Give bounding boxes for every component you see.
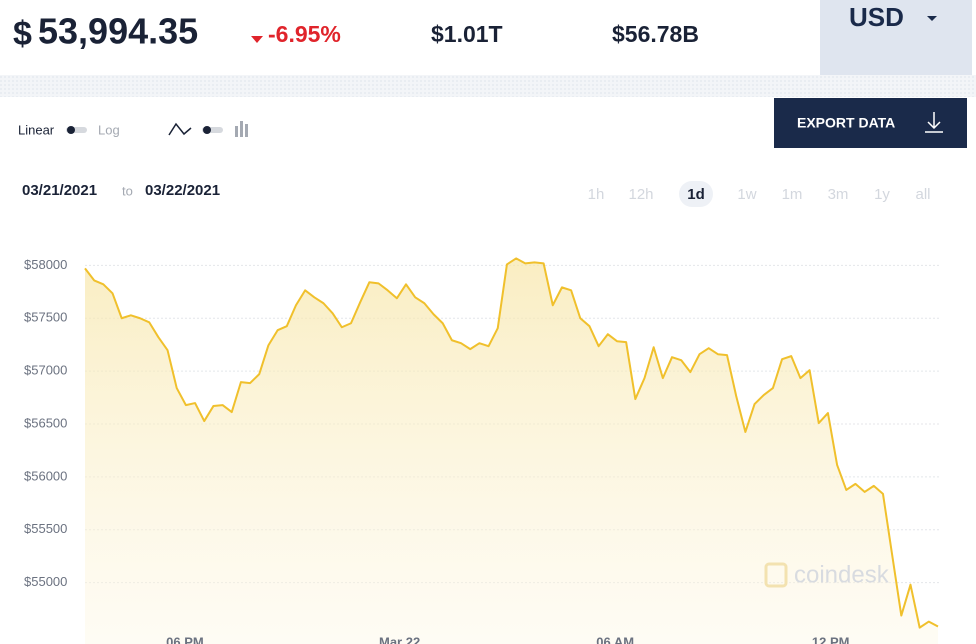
export-label: EXPORT DATA — [797, 115, 895, 131]
y-tick-label: $58000 — [24, 257, 67, 272]
y-tick-label: $57000 — [24, 363, 67, 378]
currency-symbol: $ — [13, 15, 32, 53]
y-tick-label: $55500 — [24, 521, 67, 536]
bar-icon[interactable] — [235, 121, 248, 137]
range-button[interactable]: 12h — [628, 186, 653, 203]
range-button[interactable]: 1h — [588, 186, 605, 203]
range-button[interactable]: 1d — [687, 186, 705, 203]
currency-box[interactable] — [820, 0, 972, 75]
x-tick-label: 12 PM — [812, 634, 850, 644]
range-button[interactable]: 3m — [828, 186, 849, 203]
y-tick-label: $56500 — [24, 415, 67, 430]
log-label[interactable]: Log — [98, 122, 120, 137]
currency-caret — [927, 16, 937, 21]
range-button[interactable]: 1m — [782, 186, 803, 203]
line-icon[interactable] — [168, 122, 192, 136]
x-tick-label: Mar 22 — [379, 634, 420, 644]
date-to-word: to — [122, 183, 133, 198]
range-button[interactable]: all — [915, 186, 930, 203]
toggle-knob — [203, 126, 211, 134]
range-button[interactable]: 1w — [737, 186, 756, 203]
toggle-knob — [67, 126, 75, 134]
currency[interactable]: USD — [849, 2, 904, 32]
price-line — [84, 257, 939, 629]
y-tick-label: $57500 — [24, 310, 67, 325]
range-active-bg — [679, 181, 713, 207]
download-icon — [925, 112, 943, 133]
range-button[interactable]: 1y — [874, 186, 890, 203]
market-cap: $1.01T — [431, 21, 503, 47]
linear-label[interactable]: Linear — [18, 122, 55, 137]
volume: $56.78B — [612, 21, 699, 47]
header-band — [0, 75, 976, 97]
area-fill — [85, 258, 938, 644]
y-tick-label: $55000 — [24, 574, 67, 589]
y-tick-label: $56000 — [24, 468, 67, 483]
price: 53,994.35 — [38, 11, 198, 52]
x-tick-label: 06 AM — [596, 634, 634, 644]
export-button[interactable] — [774, 98, 967, 148]
down-arrow — [251, 36, 263, 43]
watermark-text: coindesk — [794, 561, 890, 588]
change: -6.95% — [268, 21, 341, 47]
x-tick-label: 06 PM — [166, 634, 204, 644]
date-to[interactable]: 03/22/2021 — [145, 182, 220, 199]
watermark: coindesk — [764, 561, 890, 588]
date-from[interactable]: 03/21/2021 — [22, 182, 97, 199]
